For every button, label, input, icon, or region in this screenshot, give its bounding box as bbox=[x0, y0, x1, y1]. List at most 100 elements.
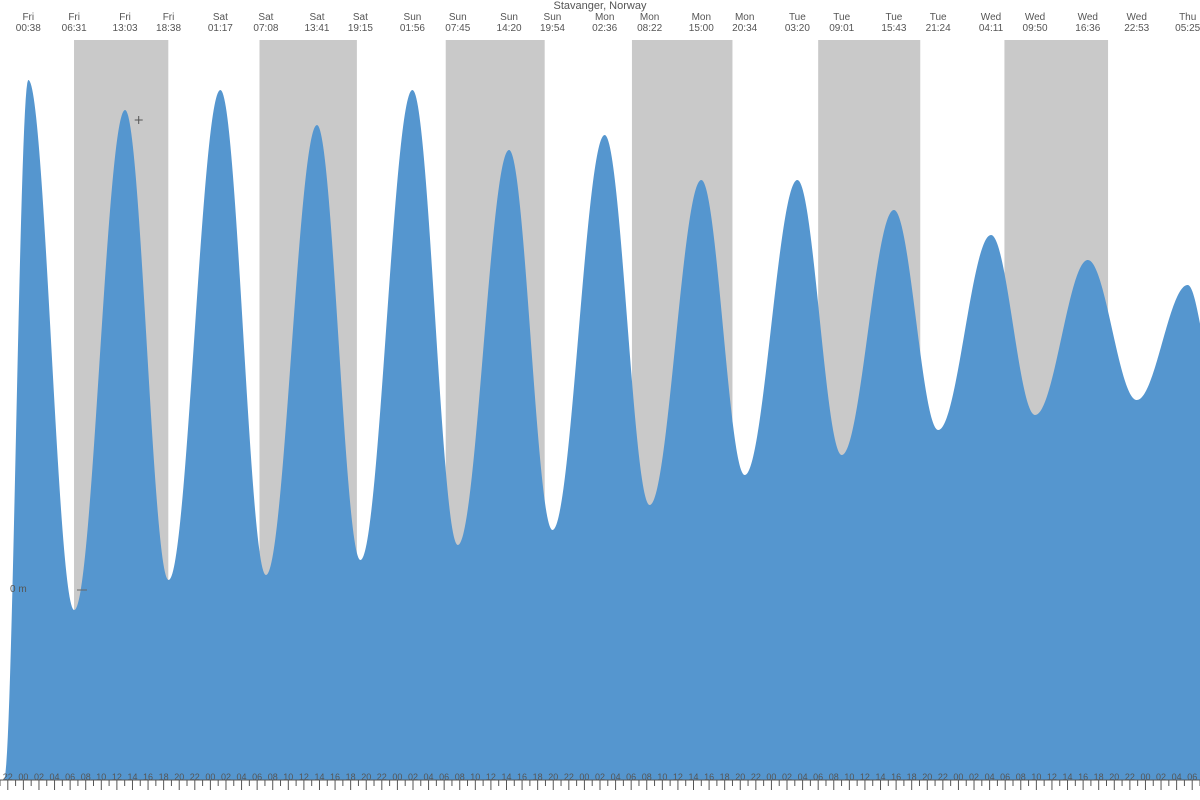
hour-label: 00 bbox=[392, 772, 402, 782]
hour-label: 22 bbox=[564, 772, 574, 782]
hour-label: 18 bbox=[159, 772, 169, 782]
tide-event-label: Sun19:54 bbox=[540, 12, 565, 34]
hour-label: 12 bbox=[112, 772, 122, 782]
tide-event-label: Mon15:00 bbox=[689, 12, 714, 34]
hour-label: 14 bbox=[314, 772, 324, 782]
hour-label: 04 bbox=[985, 772, 995, 782]
hour-label: 06 bbox=[626, 772, 636, 782]
tide-event-label: Tue21:24 bbox=[926, 12, 951, 34]
hour-label: 18 bbox=[346, 772, 356, 782]
hour-label: 16 bbox=[1078, 772, 1088, 782]
hour-label: 08 bbox=[455, 772, 465, 782]
tide-event-label: Mon02:36 bbox=[592, 12, 617, 34]
tide-event-label: Sat01:17 bbox=[208, 12, 233, 34]
hour-label: 18 bbox=[907, 772, 917, 782]
tide-event-label: Sat13:41 bbox=[304, 12, 329, 34]
hour-label: 00 bbox=[18, 772, 28, 782]
hour-label: 00 bbox=[579, 772, 589, 782]
hour-label: 16 bbox=[330, 772, 340, 782]
hour-label: 04 bbox=[611, 772, 621, 782]
hour-label: 20 bbox=[735, 772, 745, 782]
tide-event-label: Sun01:56 bbox=[400, 12, 425, 34]
tide-event-label: Wed16:36 bbox=[1075, 12, 1100, 34]
hour-label: 20 bbox=[174, 772, 184, 782]
hour-label: 00 bbox=[766, 772, 776, 782]
tide-event-label: Sun14:20 bbox=[497, 12, 522, 34]
tide-event-label: Tue15:43 bbox=[881, 12, 906, 34]
hour-label: 02 bbox=[969, 772, 979, 782]
hour-label: 20 bbox=[361, 772, 371, 782]
hour-label: 20 bbox=[1109, 772, 1119, 782]
hour-label: 16 bbox=[704, 772, 714, 782]
hour-label: 12 bbox=[860, 772, 870, 782]
hour-label: 02 bbox=[595, 772, 605, 782]
hour-label: 02 bbox=[34, 772, 44, 782]
tide-event-label: Wed22:53 bbox=[1124, 12, 1149, 34]
tide-chart: Stavanger, Norway 0 m Fri00:38Fri06:31Fr… bbox=[0, 0, 1200, 800]
hour-label: 12 bbox=[486, 772, 496, 782]
hour-label: 14 bbox=[127, 772, 137, 782]
hour-label: 02 bbox=[221, 772, 231, 782]
hour-label: 02 bbox=[408, 772, 418, 782]
hour-label: 22 bbox=[1125, 772, 1135, 782]
tide-event-label: Thu05:25 bbox=[1175, 12, 1200, 34]
hour-label: 10 bbox=[283, 772, 293, 782]
hour-label: 02 bbox=[1156, 772, 1166, 782]
tide-event-label: Wed04:11 bbox=[979, 12, 1003, 34]
hour-label: 10 bbox=[470, 772, 480, 782]
hour-label: 06 bbox=[813, 772, 823, 782]
hour-label: 18 bbox=[720, 772, 730, 782]
hour-label: 06 bbox=[1000, 772, 1010, 782]
hour-label: 22 bbox=[377, 772, 387, 782]
hour-label: 14 bbox=[876, 772, 886, 782]
hour-label: 10 bbox=[1031, 772, 1041, 782]
hour-label: 08 bbox=[829, 772, 839, 782]
hour-label: 22 bbox=[938, 772, 948, 782]
tide-event-label: Sun07:45 bbox=[445, 12, 470, 34]
hour-label: 04 bbox=[424, 772, 434, 782]
hour-label: 22 bbox=[751, 772, 761, 782]
hour-label: 02 bbox=[782, 772, 792, 782]
hour-label: 16 bbox=[143, 772, 153, 782]
hour-label: 10 bbox=[844, 772, 854, 782]
hour-label: 06 bbox=[65, 772, 75, 782]
hour-label: 00 bbox=[205, 772, 215, 782]
hour-label: 20 bbox=[922, 772, 932, 782]
hour-label: 14 bbox=[1063, 772, 1073, 782]
tide-event-label: Fri00:38 bbox=[16, 12, 41, 34]
hour-label: 12 bbox=[673, 772, 683, 782]
hour-label: 04 bbox=[1172, 772, 1182, 782]
hour-label: 06 bbox=[439, 772, 449, 782]
hour-label: 14 bbox=[688, 772, 698, 782]
hour-label: 10 bbox=[96, 772, 106, 782]
tide-event-label: Fri13:03 bbox=[113, 12, 138, 34]
tide-event-label: Wed09:50 bbox=[1023, 12, 1048, 34]
hour-label: 16 bbox=[517, 772, 527, 782]
hour-label: 20 bbox=[548, 772, 558, 782]
hour-label: 06 bbox=[252, 772, 262, 782]
chart-svg bbox=[0, 0, 1200, 800]
hour-label: 08 bbox=[81, 772, 91, 782]
hour-label: 04 bbox=[50, 772, 60, 782]
hour-label: 00 bbox=[1140, 772, 1150, 782]
hour-label: 10 bbox=[657, 772, 667, 782]
hour-label: 00 bbox=[953, 772, 963, 782]
hour-label: 08 bbox=[1016, 772, 1026, 782]
hour-label: 16 bbox=[891, 772, 901, 782]
tide-event-label: Tue09:01 bbox=[829, 12, 854, 34]
tide-event-label: Fri06:31 bbox=[62, 12, 87, 34]
hour-label: 18 bbox=[533, 772, 543, 782]
hour-label: 14 bbox=[501, 772, 511, 782]
hour-label: 08 bbox=[642, 772, 652, 782]
chart-title: Stavanger, Norway bbox=[0, 0, 1200, 12]
tide-event-label: Tue03:20 bbox=[785, 12, 810, 34]
hour-label: 08 bbox=[268, 772, 278, 782]
hour-label: 22 bbox=[190, 772, 200, 782]
hour-label: 12 bbox=[1047, 772, 1057, 782]
tide-event-label: Fri18:38 bbox=[156, 12, 181, 34]
hour-label: 06 bbox=[1187, 772, 1197, 782]
tide-event-label: Mon20:34 bbox=[732, 12, 757, 34]
hour-label: 04 bbox=[237, 772, 247, 782]
hour-label: 18 bbox=[1094, 772, 1104, 782]
tide-event-label: Sat07:08 bbox=[253, 12, 278, 34]
